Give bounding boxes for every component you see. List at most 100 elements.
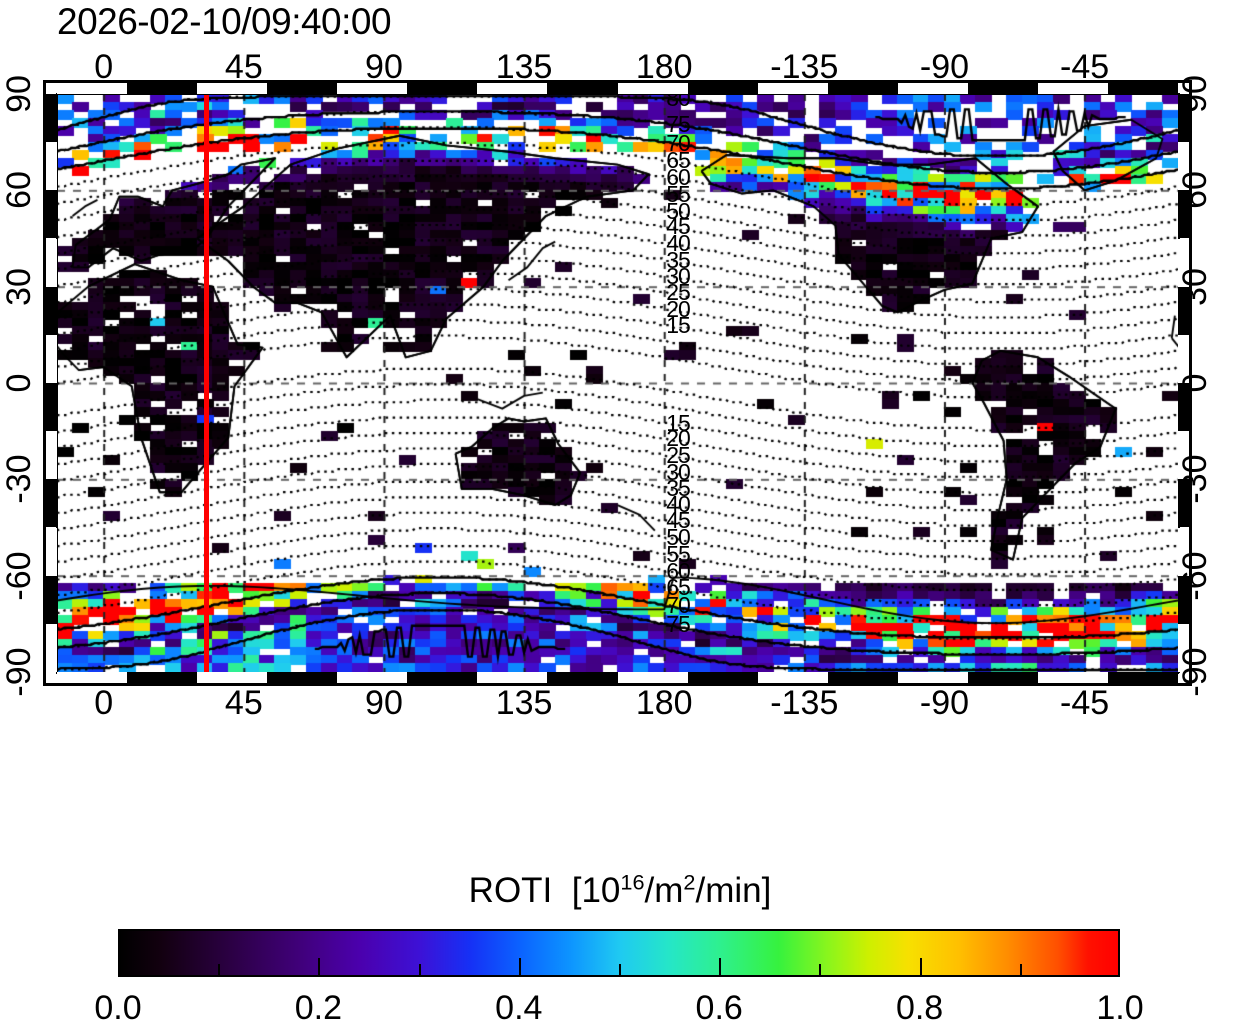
map-frame-band-bottom — [617, 672, 688, 683]
map-frame-band-left — [46, 575, 57, 624]
colorbar-units-pre: [10 — [571, 871, 621, 910]
lat-tick-left-30: 30 — [0, 267, 38, 306]
colorbar-gradient[interactable] — [118, 929, 1120, 977]
lon-tick-bottom-45: 45 — [224, 684, 263, 722]
lat-tick-right--30: -30 — [1176, 454, 1214, 504]
map-frame-outer-right — [1189, 80, 1192, 686]
lat-tick-right--60: -60 — [1176, 551, 1214, 601]
map-frame-band-top — [267, 83, 338, 94]
map-frame-band-left — [46, 334, 57, 383]
lat-tick-right-0: 0 — [1176, 373, 1214, 393]
maglat-label-n-55: 55 — [666, 181, 691, 208]
lon-tick-top-45: 45 — [224, 48, 263, 86]
map-frame-outer-top — [43, 80, 1192, 83]
maglat-label-n-70: 70 — [666, 129, 691, 156]
colorbar-major-tick-0.2 — [318, 958, 321, 975]
map-frame-band-top — [1037, 83, 1108, 94]
maglat-label-s-70: 70 — [666, 592, 691, 619]
maglat-label-n-45: 45 — [666, 213, 691, 240]
map-plot-area[interactable]: 80 75 70 65 60 55 50 45 40 35 30 25 20 15 15 20 25 30 35 40… — [57, 94, 1178, 672]
colorbar-minor-tick-0.3 — [418, 964, 421, 975]
maglat-label-n-35: 35 — [666, 246, 691, 273]
map-frame-band-top — [617, 83, 688, 94]
maglat-label-n-25: 25 — [666, 278, 691, 305]
maglat-label-n-60: 60 — [666, 164, 691, 191]
colorbar-major-tick-0.4 — [518, 958, 521, 975]
colorbar-tick-label-1.0: 1.0 — [1096, 989, 1144, 1027]
map-frame-outer-bottom — [43, 683, 1192, 686]
colorbar-minor-tick-0.7 — [819, 964, 822, 975]
maglat-label-n-30: 30 — [666, 263, 691, 290]
map-frame-band-bottom — [897, 672, 968, 683]
colorbar-major-tick-0.8 — [919, 958, 922, 975]
maglat-label-s-30: 30 — [666, 458, 691, 485]
lat-tick-right-60: 60 — [1176, 171, 1214, 210]
map-frame-band-left — [46, 431, 57, 480]
map-frame-band-top — [827, 83, 898, 94]
map-frame-band-bottom — [1037, 672, 1108, 683]
colorbar-tick-label-0.2: 0.2 — [294, 989, 343, 1027]
lat-tick-left--60: -60 — [0, 551, 38, 601]
map-frame-band-right — [1178, 190, 1189, 239]
maglat-label-s-40: 40 — [666, 490, 691, 517]
map-frame-band-top — [1107, 83, 1178, 94]
maglat-label-s-50: 50 — [666, 524, 691, 551]
lon-tick-bottom-90: 90 — [365, 684, 403, 722]
lon-tick-top--45: -45 — [1060, 48, 1110, 86]
maglat-label-s-25: 25 — [666, 441, 691, 468]
maglat-label-n-50: 50 — [666, 197, 691, 224]
map-frame-band-top — [407, 83, 478, 94]
maglat-label-s-35: 35 — [666, 475, 691, 502]
meridian-marker-line — [204, 94, 210, 672]
lon-tick-bottom--90: -90 — [919, 684, 970, 722]
lat-tick-right--90: -90 — [1176, 647, 1214, 697]
map-frame-band-bottom — [57, 672, 128, 683]
lat-tick-left-0: 0 — [0, 373, 38, 393]
colorbar-units-mid: /m — [644, 871, 684, 910]
colorbar-tick-label-0.4: 0.4 — [495, 989, 543, 1027]
maglat-label-s-20: 20 — [666, 425, 691, 452]
map-overlay-canvas — [57, 94, 1178, 672]
map-frame-band-bottom — [127, 672, 198, 683]
lon-tick-top--135: -135 — [770, 48, 839, 86]
lon-tick-top-0: 0 — [94, 48, 114, 86]
lat-tick-left-60: 60 — [0, 171, 38, 210]
map-frame-band-right — [1178, 575, 1189, 624]
maglat-label-n-20: 20 — [666, 295, 691, 322]
lat-tick-left-90: 90 — [0, 75, 38, 113]
colorbar-tick-label-0.8: 0.8 — [895, 989, 944, 1027]
colorbar-tick-label-0.0: 0.0 — [94, 989, 142, 1027]
map-frame-band-right — [1178, 334, 1189, 383]
map-frame-band-top — [967, 83, 1038, 94]
colorbar-major-tick-0.6 — [719, 958, 722, 975]
lon-tick-bottom-180: 180 — [635, 684, 693, 722]
map-frame-band-bottom — [407, 672, 478, 683]
maglat-label-s-65: 65 — [666, 574, 691, 601]
map-frame-band-right — [1178, 238, 1189, 287]
maglat-label-s-45: 45 — [666, 507, 691, 534]
map-frame-band-left — [46, 527, 57, 576]
map-frame-band-right — [1178, 527, 1189, 576]
map-frame-band-top — [897, 83, 968, 94]
maglat-label-s-75: 75 — [666, 611, 691, 638]
map-frame-band-bottom — [687, 672, 758, 683]
maglat-label-n-75: 75 — [666, 110, 691, 137]
lat-tick-left--90: -90 — [0, 647, 38, 697]
colorbar-title-main: ROTI — [468, 871, 553, 910]
colorbar-tick-label-0.6: 0.6 — [695, 989, 743, 1027]
lon-tick-bottom--135: -135 — [770, 684, 839, 722]
map-frame-band-top — [687, 83, 758, 94]
map-frame-band-left — [46, 286, 57, 335]
map-frame-band-left — [46, 623, 57, 672]
maglat-label-n-80: 80 — [666, 94, 691, 111]
map-frame-band-bottom — [477, 672, 548, 683]
colorbar-minor-tick-0.5 — [619, 964, 621, 975]
map-frame-band-left — [46, 142, 57, 191]
map-frame-band-bottom — [337, 672, 408, 683]
colorbar-title: ROTI [1016/m2/min] — [0, 871, 1240, 910]
page-title: 2026-02-10/09:40:00 — [57, 1, 392, 42]
map-frame-band-bottom — [267, 672, 338, 683]
maglat-label-n-65: 65 — [666, 146, 691, 173]
map-frame-band-right — [1178, 431, 1189, 480]
lon-tick-top-90: 90 — [365, 48, 403, 86]
